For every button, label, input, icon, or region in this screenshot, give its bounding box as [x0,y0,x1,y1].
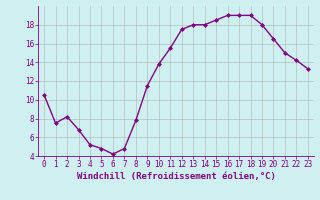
X-axis label: Windchill (Refroidissement éolien,°C): Windchill (Refroidissement éolien,°C) [76,172,276,181]
